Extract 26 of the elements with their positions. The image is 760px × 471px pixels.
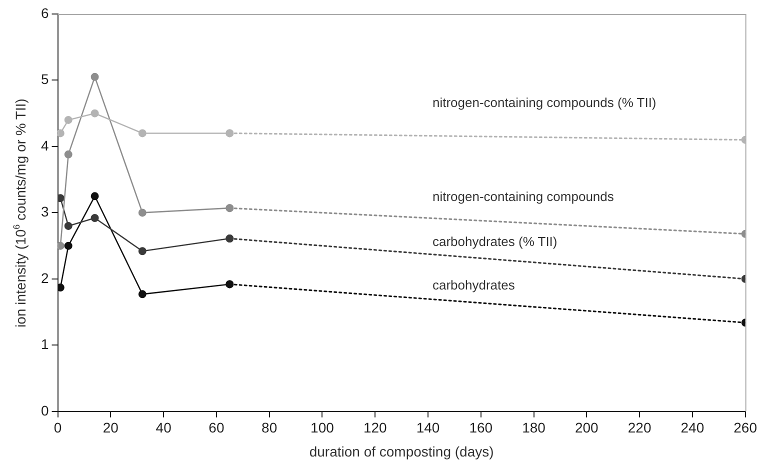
y-tick-label: 2 [40, 270, 49, 286]
x-tick-label: 20 [102, 420, 119, 436]
x-tick-label: 60 [208, 420, 224, 436]
x-tick-label: 220 [628, 420, 652, 436]
text: carbohydrates [432, 278, 516, 293]
x-tick-label: 40 [156, 420, 172, 436]
text: carbohydrates (% TII) [432, 234, 558, 250]
x-tick-label: 200 [574, 420, 599, 436]
x-tick-label: 140 [416, 420, 440, 436]
text: nitrogen-containing compounds (% TII) [432, 94, 656, 110]
text: nitrogen-containing compounds [432, 188, 614, 204]
y-tick-label: 4 [40, 137, 49, 154]
x-tick-label: 240 [680, 420, 704, 436]
x-tick-label: 0 [54, 420, 62, 436]
x-tick-label: 100 [310, 420, 334, 436]
y-tick-label: 6 [40, 4, 49, 21]
x-tick-label: 80 [262, 420, 278, 436]
y-tick-label: 1 [40, 336, 49, 352]
y-tick-label: 0 [40, 402, 49, 418]
x-tick-label: 180 [522, 420, 546, 436]
x-tick-label: 160 [469, 420, 493, 436]
y-tick-label: 5 [40, 71, 49, 88]
y-tick-label: 3 [40, 204, 49, 220]
x-tick-label: 120 [363, 420, 387, 436]
x-axis-title: duration of composting (days) [309, 443, 494, 460]
x-tick-label: 260 [734, 420, 758, 436]
